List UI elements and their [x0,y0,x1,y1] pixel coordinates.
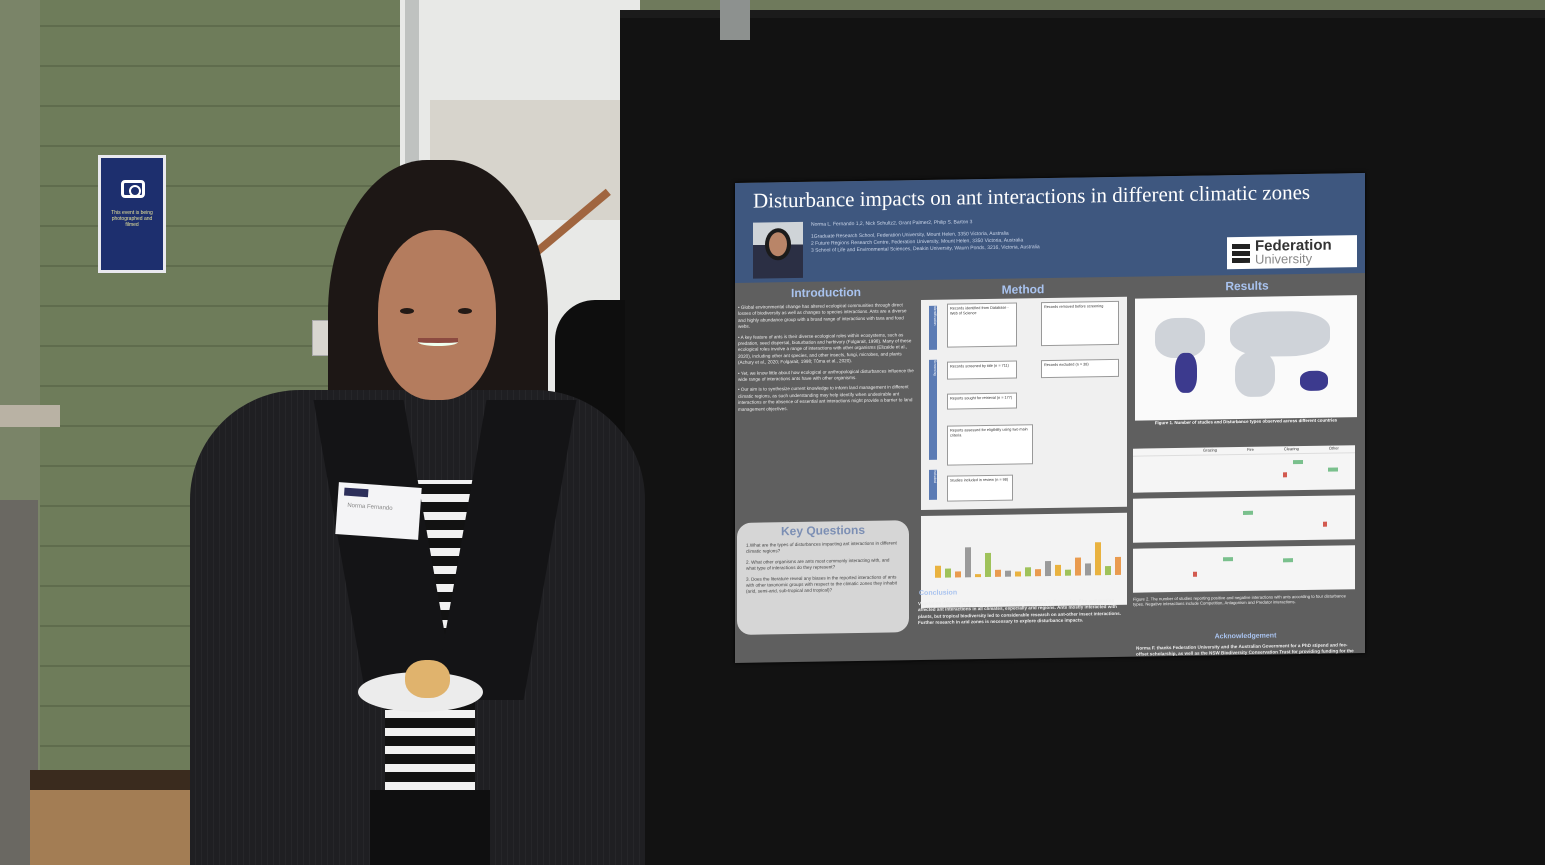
flow-box: Reports sought for retrieval (n = 177) [947,392,1017,410]
camera-icon [121,180,145,198]
key-question: 1.What are the types of disturbances imp… [746,540,897,555]
results-heading: Results [1225,278,1269,294]
flow-side-label: Screening [929,359,937,460]
presenter-person: Norma Fernando [190,160,650,865]
chart-bar [945,568,951,578]
chart-bar [1015,571,1021,577]
introduction-section: Introduction • Global environmental chan… [735,284,917,417]
acknowledgement-heading: Acknowledgement [1214,632,1277,641]
figure2-caption: Figure 2. The number of studies reportin… [1133,593,1346,607]
federation-university-logo: Federation University [1227,235,1357,270]
author-photo [753,221,803,279]
eye [458,308,472,314]
key-question: 3. Does the literature reveal any biases… [746,574,897,595]
window-frame [405,0,419,170]
smile [418,338,458,346]
flow-box: Records identified from Database - Web o… [947,302,1017,348]
research-poster: Disturbance impacts on ant interactions … [735,173,1365,663]
key-questions-heading: Key Questions [780,522,866,539]
conclusion-text: Vegetation clearing mainly disturbed ant… [918,597,1121,626]
chart-bar [1075,557,1081,576]
chart-bar [1025,567,1031,577]
counter-ledge [0,405,60,427]
intro-paragraph: • A key feature of ants is their diverse… [738,331,912,366]
intro-paragraph: • Global environmental change has altere… [738,302,907,330]
pants [370,790,490,865]
results-table [1133,545,1355,593]
prisma-flowchart: Identification Screening Included Record… [921,296,1127,511]
sign-text: This event is being photographed and fil… [111,210,153,228]
chart-bar [965,547,971,578]
name-tag: Norma Fernando [335,482,422,540]
chart-bar [985,552,991,578]
world-map-figure [1135,295,1357,421]
chart-bar [1115,556,1121,575]
table-header: Grazing [1203,447,1218,453]
table-header-row: Grazing Fire Clearing Other [1133,445,1355,457]
photography-notice-sign: This event is being photographed and fil… [98,155,166,273]
chart-bar [1085,563,1091,576]
chart-bar [1095,542,1101,576]
window-frame-top [720,0,750,40]
chart-bar [1045,560,1051,577]
chart-bar [955,571,961,578]
logo-line2: University [1255,250,1313,267]
flow-side-label: Included [929,469,937,500]
flow-box: Studies included in review (n = 98) [947,474,1013,502]
chart-bar [1065,569,1071,576]
chart-bar [995,569,1001,577]
pastry [405,660,450,698]
results-table [1133,495,1355,543]
intro-paragraph: • Our aim is to synthesize current knowl… [738,384,913,412]
chart-bar [935,565,941,578]
eye [400,308,414,314]
poster-title: Disturbance impacts on ant interactions … [753,179,1311,213]
table-header: Clearing [1283,446,1299,452]
key-questions-box: Key Questions 1.What are the types of di… [737,520,909,635]
flow-box: Records excluded (n = 38) [1041,358,1119,379]
intro-paragraph: • Yet, we know little about how ecologic… [738,367,914,382]
poster-authors: Norma L. Fernando 1,2, Nick Schultz2, Gr… [811,218,1040,255]
poster-header: Disturbance impacts on ant interactions … [735,173,1365,283]
table-header: Fire [1247,446,1254,452]
chart-bar [1055,565,1061,576]
flow-box: Records screened by title (n = 711) [947,360,1017,380]
flow-box: Records removed before screening [1041,300,1119,347]
table-header: Other [1328,445,1339,451]
flow-side-label: Identification [929,305,937,350]
method-heading: Method [1001,282,1045,297]
conclusion-section: Conclusion Vegetation clearing mainly di… [915,587,1125,631]
chart-bar [1035,568,1041,577]
method-section: Method [919,281,1127,298]
chart-bar [1105,566,1111,576]
flow-box: Reports assessed for eligibility using t… [947,424,1033,466]
name-tag-text: Norma Fernando [347,502,393,512]
face [378,230,496,400]
chart-bar [975,574,981,578]
results-table: Grazing Fire Clearing Other [1133,445,1355,493]
chart-bar [1005,570,1011,577]
results-section: Results [1129,277,1365,295]
introduction-heading: Introduction [791,284,861,301]
key-question: 2. What other organisms are ants most co… [746,557,890,571]
